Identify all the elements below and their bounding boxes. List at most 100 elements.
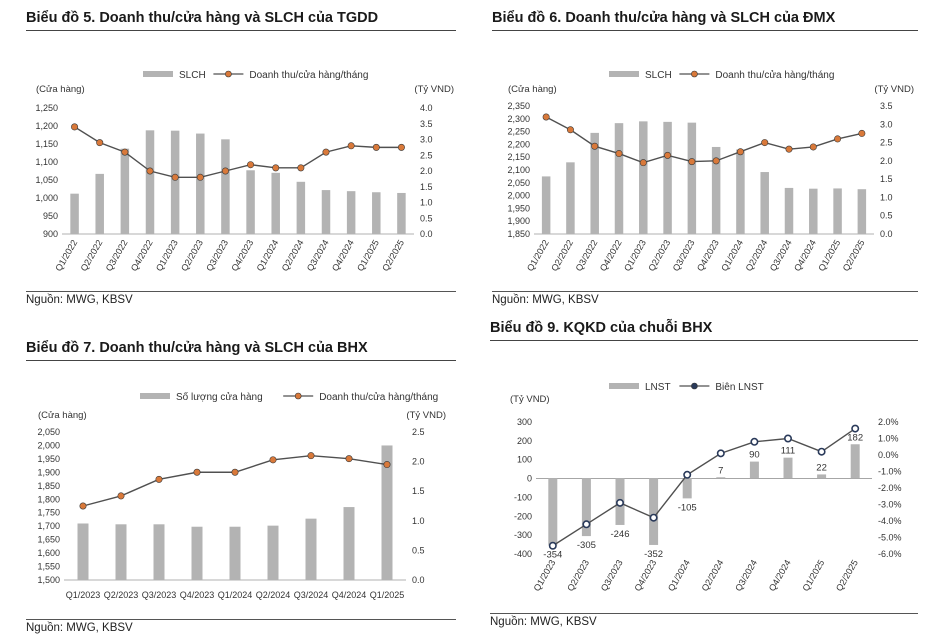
bar bbox=[397, 192, 406, 234]
left-tick-label: 100 bbox=[517, 455, 532, 465]
right-axis-unit: (Tỷ VND) bbox=[874, 84, 914, 95]
x-tick-label: Q1/2024 bbox=[666, 558, 692, 593]
x-tick-label: Q1/2023 bbox=[66, 590, 101, 600]
chart-title: Biểu đồ 6. Doanh thu/cửa hàng và SLCH củ… bbox=[492, 8, 918, 31]
bar-data-label: 7 bbox=[718, 465, 723, 476]
left-tick-label: 1,600 bbox=[37, 548, 60, 558]
line-point bbox=[664, 151, 672, 159]
bar-data-label: -352 bbox=[644, 549, 663, 560]
right-tick-label: 2.5 bbox=[420, 150, 433, 160]
legend-bar-label: SLCH bbox=[645, 70, 672, 81]
bar bbox=[77, 523, 89, 580]
bar bbox=[817, 474, 827, 479]
x-tick-label: Q3/2022 bbox=[104, 238, 130, 273]
legend-bar-label: SLCH bbox=[179, 70, 206, 81]
x-tick-label: Q4/2023 bbox=[180, 590, 215, 600]
bar bbox=[581, 478, 591, 537]
x-tick-label: Q2/2024 bbox=[280, 238, 306, 273]
left-tick-label: 2,150 bbox=[507, 152, 530, 162]
right-axis-unit: (Tỷ VND) bbox=[414, 84, 454, 95]
x-tick-label: Q1/2025 bbox=[355, 238, 381, 273]
line-point bbox=[146, 167, 154, 175]
left-tick-label: -300 bbox=[514, 530, 532, 540]
bar bbox=[783, 457, 793, 479]
right-tick-label: 1.0 bbox=[880, 192, 893, 202]
x-tick-label: Q2/2023 bbox=[104, 590, 139, 600]
bar-data-label: -354 bbox=[543, 549, 562, 560]
left-tick-label: 2,350 bbox=[507, 101, 530, 111]
x-tick-label: Q2/2024 bbox=[256, 590, 291, 600]
line-point bbox=[272, 164, 280, 172]
bar-data-label: -105 bbox=[678, 502, 697, 513]
right-tick-label: 2.0 bbox=[412, 457, 425, 467]
right-tick-label: -6.0% bbox=[878, 549, 902, 559]
x-tick-label: Q4/2024 bbox=[792, 238, 818, 273]
left-tick-label: 1,500 bbox=[37, 575, 60, 585]
x-tick-label: Q1/2022 bbox=[525, 238, 551, 273]
right-tick-label: -2.0% bbox=[878, 483, 902, 493]
line-point bbox=[736, 148, 744, 156]
right-tick-label: 0.0% bbox=[878, 450, 899, 460]
line-point bbox=[117, 492, 125, 500]
bar bbox=[296, 181, 306, 234]
x-tick-label: Q1/2023 bbox=[622, 238, 648, 273]
bar bbox=[682, 478, 692, 499]
bar-data-label: -305 bbox=[577, 540, 596, 551]
line-point bbox=[297, 164, 305, 172]
x-tick-label: Q4/2022 bbox=[129, 238, 155, 273]
bar bbox=[229, 526, 241, 580]
right-tick-label: 0.5 bbox=[880, 211, 893, 221]
bar bbox=[381, 445, 393, 580]
right-axis-unit: (Tỷ VND) bbox=[406, 410, 446, 421]
line-point bbox=[269, 456, 277, 464]
legend-line-label: Biên LNST bbox=[715, 382, 763, 393]
line-point bbox=[372, 143, 380, 151]
line-point bbox=[548, 541, 557, 550]
left-tick-label: 0 bbox=[527, 474, 532, 484]
right-tick-label: 1.0% bbox=[878, 434, 899, 444]
left-tick-label: 1,700 bbox=[37, 521, 60, 531]
x-tick-label: Q3/2024 bbox=[733, 558, 759, 593]
line-point bbox=[817, 447, 826, 456]
line-point bbox=[307, 452, 315, 460]
bar bbox=[566, 162, 575, 234]
right-tick-label: 4.0 bbox=[420, 103, 433, 113]
bar bbox=[191, 526, 203, 580]
x-tick-label: Q2/2023 bbox=[179, 238, 205, 273]
right-tick-label: 2.0 bbox=[420, 166, 433, 176]
left-tick-label: 950 bbox=[43, 211, 58, 221]
bar bbox=[639, 121, 648, 234]
x-tick-label: Q4/2024 bbox=[332, 590, 367, 600]
legend-bar-label: Số lượng cửa hàng bbox=[176, 391, 263, 403]
right-tick-label: 1.5 bbox=[412, 486, 425, 496]
x-tick-label: Q2/2024 bbox=[700, 558, 726, 593]
left-tick-label: 1,850 bbox=[507, 229, 530, 239]
bar bbox=[120, 148, 130, 234]
x-tick-label: Q3/2023 bbox=[142, 590, 177, 600]
x-tick-label: Q1/2022 bbox=[53, 238, 79, 273]
chart-title: Biểu đồ 5. Doanh thu/cửa hàng và SLCH củ… bbox=[26, 8, 456, 31]
x-tick-label: Q4/2023 bbox=[229, 238, 255, 273]
x-tick-label: Q3/2022 bbox=[574, 238, 600, 273]
bar bbox=[305, 518, 317, 580]
line-point bbox=[96, 139, 104, 147]
source-note: Nguồn: MWG, KBSV bbox=[490, 613, 918, 628]
line-point bbox=[834, 135, 842, 143]
chart-title: Biểu đồ 9. KQKD của chuỗi BHX bbox=[490, 318, 918, 341]
bar bbox=[711, 146, 721, 234]
x-tick-label: Q3/2023 bbox=[204, 238, 230, 273]
right-tick-label: 0.5 bbox=[420, 213, 433, 223]
legend-line-marker bbox=[691, 70, 698, 78]
left-tick-label: -400 bbox=[514, 549, 532, 559]
legend-line-marker bbox=[294, 392, 302, 400]
bar bbox=[271, 172, 280, 234]
right-tick-label: 0.0 bbox=[420, 229, 433, 239]
bar bbox=[246, 170, 255, 234]
bar bbox=[784, 187, 794, 234]
left-tick-label: 2,100 bbox=[507, 165, 530, 175]
legend-line-label: Doanh thu/cửa hàng/tháng bbox=[319, 391, 438, 403]
line-point bbox=[397, 143, 405, 151]
bar bbox=[649, 478, 659, 545]
chart-panel-5: Biểu đồ 5. Doanh thu/cửa hàng và SLCH củ… bbox=[26, 8, 456, 308]
x-tick-label: Q2/2024 bbox=[744, 238, 770, 273]
